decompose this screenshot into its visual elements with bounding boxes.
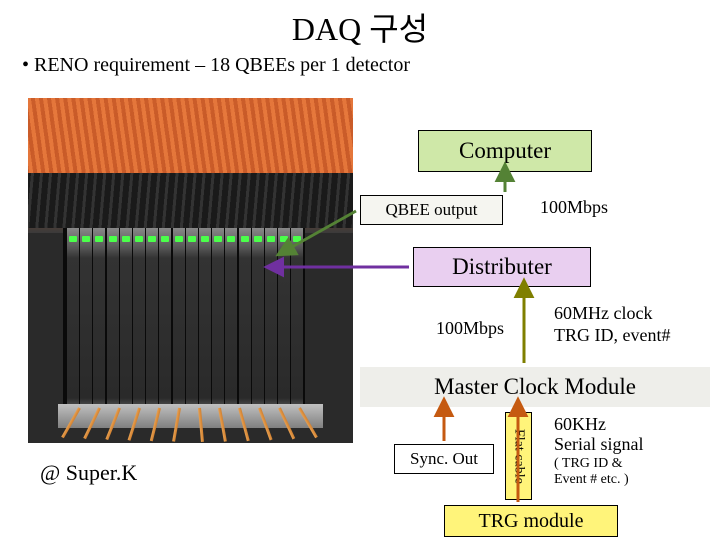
qbee-slot bbox=[212, 228, 224, 428]
qbee-slot bbox=[107, 228, 119, 428]
qbee-slot bbox=[93, 228, 105, 428]
qbee-slot bbox=[146, 228, 158, 428]
clock-60mhz-label: 60MHz clock bbox=[554, 303, 652, 324]
qbee-slot bbox=[67, 228, 79, 428]
qbee-slot bbox=[80, 228, 92, 428]
qbee-slot bbox=[239, 228, 251, 428]
computer-box: Computer bbox=[418, 130, 592, 172]
trg-id-etc1-label: ( TRG ID & bbox=[554, 456, 623, 472]
qbee-slot bbox=[120, 228, 132, 428]
qbee-slot bbox=[291, 228, 303, 428]
flat-cable-box: Flat cable bbox=[505, 412, 532, 500]
photo-caption: @ Super.K bbox=[40, 460, 137, 486]
requirement-bullet: • RENO requirement – 18 QBEEs per 1 dete… bbox=[22, 54, 720, 77]
rack-photo bbox=[28, 98, 353, 443]
qbee-slot bbox=[252, 228, 264, 428]
rate-60khz-label: 60KHz bbox=[554, 414, 606, 435]
rate-label-mid: 100Mbps bbox=[436, 318, 504, 339]
trg-module-box: TRG module bbox=[444, 505, 618, 537]
qbee-slot bbox=[199, 228, 211, 428]
trg-id-event-label: TRG ID, event# bbox=[554, 325, 670, 346]
qbee-slot bbox=[133, 228, 145, 428]
sync-out-box: Sync. Out bbox=[394, 444, 494, 474]
distributer-box: Distributer bbox=[413, 247, 591, 287]
cable-bundle-dark bbox=[28, 173, 353, 228]
qbee-slot bbox=[173, 228, 185, 428]
serial-signal-label: Serial signal bbox=[554, 434, 643, 455]
qbee-slot bbox=[225, 228, 237, 428]
page-title: DAQ 구성 bbox=[0, 0, 720, 50]
qbee-slot bbox=[186, 228, 198, 428]
qbee-output-box: QBEE output bbox=[360, 195, 503, 225]
qbee-slot bbox=[278, 228, 290, 428]
trg-id-etc2-label: Event # etc. ) bbox=[554, 472, 629, 488]
qbee-rack bbox=[63, 228, 305, 428]
qbee-slot bbox=[159, 228, 171, 428]
qbee-slot bbox=[265, 228, 277, 428]
rate-label-top: 100Mbps bbox=[540, 197, 608, 218]
master-clock-box: Master Clock Module bbox=[360, 367, 710, 407]
